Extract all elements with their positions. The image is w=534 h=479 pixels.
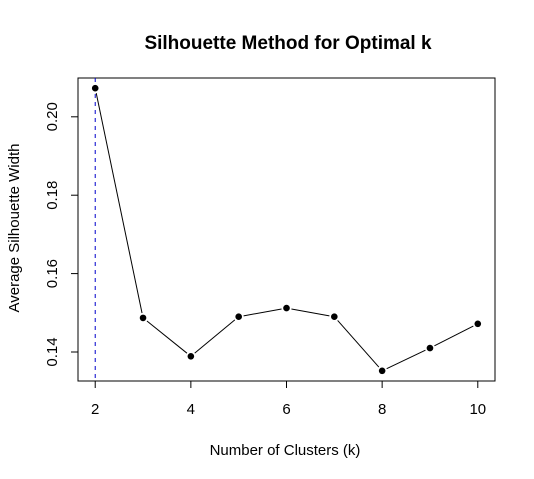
data-point: [427, 345, 434, 352]
data-point: [379, 368, 386, 375]
data-point: [92, 85, 99, 92]
x-tick-label: 10: [469, 401, 486, 418]
x-tick-label: 6: [282, 401, 290, 418]
y-tick-label: 0.20: [44, 102, 61, 131]
y-tick-label: 0.16: [44, 259, 61, 288]
data-point: [140, 315, 147, 322]
y-tick-label: 0.18: [44, 181, 61, 210]
data-point: [188, 353, 195, 360]
series-segment: [147, 321, 187, 353]
series-segment: [96, 93, 142, 313]
series-segment: [195, 320, 235, 353]
data-point: [283, 305, 290, 312]
x-axis-label: Number of Clusters (k): [210, 442, 361, 459]
data-point: [331, 313, 338, 320]
plot-area-box: [78, 78, 495, 381]
y-axis: 0.14 0.16 0.18 0.20: [44, 102, 78, 366]
y-axis-label: Average Silhouette Width: [6, 144, 23, 313]
series-segment: [244, 309, 282, 316]
x-tick-label: 4: [187, 401, 195, 418]
data-point: [474, 320, 481, 327]
series-segment: [387, 350, 426, 368]
series-segment: [434, 326, 473, 346]
x-tick-label: 8: [378, 401, 386, 418]
x-axis: 2 4 6 8 10: [91, 381, 486, 418]
series-segment: [338, 320, 379, 367]
series-points: [92, 85, 481, 374]
series-segment: [291, 309, 329, 316]
chart-title: Silhouette Method for Optimal k: [144, 33, 432, 54]
data-point: [235, 313, 242, 320]
y-tick-label: 0.14: [44, 337, 61, 366]
series-line: [96, 93, 473, 369]
x-tick-label: 2: [91, 401, 99, 418]
